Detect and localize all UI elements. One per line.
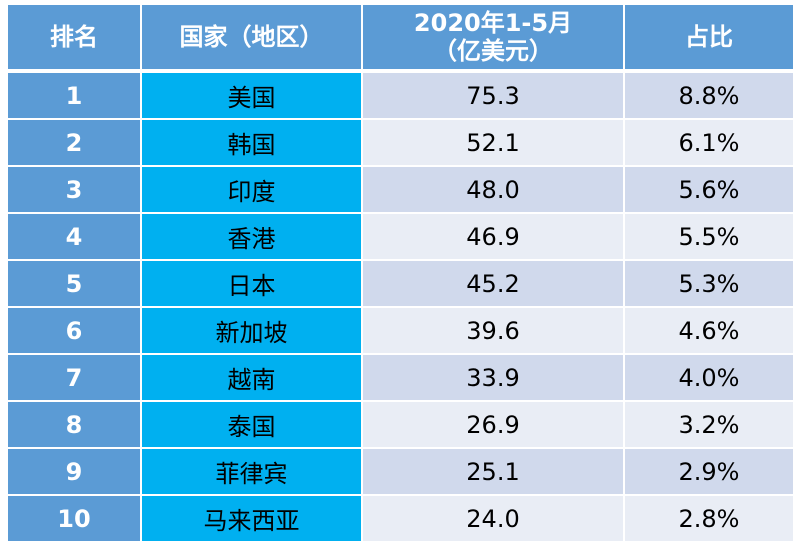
rank-cell: 6 — [8, 308, 142, 355]
table-row: 8 泰国 26.9 3.2% — [8, 402, 793, 449]
share-cell: 2.9% — [625, 449, 793, 496]
table-row: 6 新加坡 39.6 4.6% — [8, 308, 793, 355]
ranking-table: 排名 国家（地区） 2020年1-5月 （亿美元） 占比 1 美国 75.3 8.8%… — [8, 5, 793, 543]
rank-cell: 3 — [8, 167, 142, 214]
rank-cell: 9 — [8, 449, 142, 496]
value-cell: 75.3 — [363, 73, 625, 120]
share-cell: 8.8% — [625, 73, 793, 120]
ranking-table-container: 排名 国家（地区） 2020年1-5月 （亿美元） 占比 1 美国 75.3 8.8%… — [8, 5, 793, 543]
value-cell: 25.1 — [363, 449, 625, 496]
share-cell: 2.8% — [625, 496, 793, 543]
country-cell: 日本 — [142, 261, 363, 308]
country-cell: 美国 — [142, 73, 363, 120]
country-cell: 香港 — [142, 214, 363, 261]
rank-cell: 7 — [8, 355, 142, 402]
table-row: 2 韩国 52.1 6.1% — [8, 120, 793, 167]
country-cell: 越南 — [142, 355, 363, 402]
header-value-unit: （亿美元） — [433, 37, 553, 65]
rank-cell: 5 — [8, 261, 142, 308]
table-row: 7 越南 33.9 4.0% — [8, 355, 793, 402]
rank-cell: 4 — [8, 214, 142, 261]
header-country: 国家（地区） — [142, 5, 363, 73]
share-cell: 4.0% — [625, 355, 793, 402]
value-cell: 46.9 — [363, 214, 625, 261]
value-cell: 45.2 — [363, 261, 625, 308]
value-cell: 26.9 — [363, 402, 625, 449]
country-cell: 泰国 — [142, 402, 363, 449]
country-cell: 新加坡 — [142, 308, 363, 355]
header-value-period: 2020年1-5月 — [413, 9, 573, 37]
value-cell: 52.1 — [363, 120, 625, 167]
rank-cell: 10 — [8, 496, 142, 543]
table-row: 4 香港 46.9 5.5% — [8, 214, 793, 261]
country-cell: 马来西亚 — [142, 496, 363, 543]
table-row: 9 菲律宾 25.1 2.9% — [8, 449, 793, 496]
share-cell: 6.1% — [625, 120, 793, 167]
rank-cell: 1 — [8, 73, 142, 120]
share-cell: 4.6% — [625, 308, 793, 355]
share-cell: 5.3% — [625, 261, 793, 308]
value-cell: 24.0 — [363, 496, 625, 543]
header-rank: 排名 — [8, 5, 142, 73]
table-row: 5 日本 45.2 5.3% — [8, 261, 793, 308]
value-cell: 39.6 — [363, 308, 625, 355]
value-cell: 33.9 — [363, 355, 625, 402]
rank-cell: 8 — [8, 402, 142, 449]
rank-cell: 2 — [8, 120, 142, 167]
table-row: 3 印度 48.0 5.6% — [8, 167, 793, 214]
share-cell: 5.5% — [625, 214, 793, 261]
table-row: 1 美国 75.3 8.8% — [8, 73, 793, 120]
table-row: 10 马来西亚 24.0 2.8% — [8, 496, 793, 543]
country-cell: 印度 — [142, 167, 363, 214]
header-share: 占比 — [625, 5, 793, 73]
share-cell: 5.6% — [625, 167, 793, 214]
country-cell: 韩国 — [142, 120, 363, 167]
share-cell: 3.2% — [625, 402, 793, 449]
value-cell: 48.0 — [363, 167, 625, 214]
country-cell: 菲律宾 — [142, 449, 363, 496]
table-body: 1 美国 75.3 8.8% 2 韩国 52.1 6.1% 3 印度 48.0 5.6% 4 香港 46.9… — [8, 73, 793, 543]
table-header-row: 排名 国家（地区） 2020年1-5月 （亿美元） 占比 — [8, 5, 793, 73]
header-value: 2020年1-5月 （亿美元） — [363, 5, 625, 73]
